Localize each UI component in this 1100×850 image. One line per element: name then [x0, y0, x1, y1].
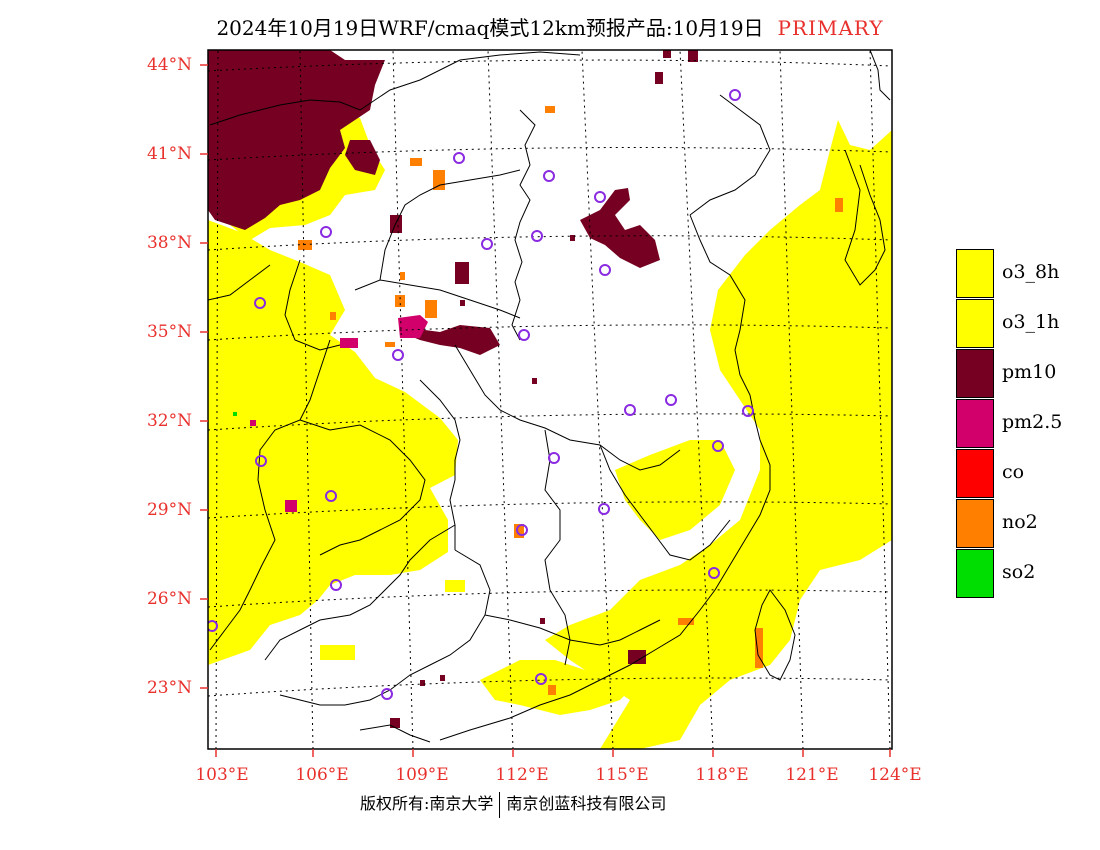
legend-item-pm25: pm2.5 [956, 399, 1096, 449]
lon-label-118e: 118°E [695, 765, 749, 785]
legend-label: pm2.5 [1002, 411, 1063, 433]
copyright-footer: 版权所有:南京大学 南京创蓝科技有限公司 [360, 790, 666, 818]
legend-swatch [956, 249, 994, 298]
pm10-region-northwest [208, 50, 385, 230]
legend-item-so2: so2 [956, 549, 1096, 599]
station-markers [208, 89, 754, 700]
legend-swatch [956, 349, 994, 398]
o3-region-south [480, 655, 640, 715]
lon-label-106e: 106°E [295, 765, 349, 785]
legend: o3_8h o3_1h pm10 pm2.5 co no2 so2 [956, 249, 1096, 599]
o3-region-southeast [615, 440, 735, 540]
lon-label-109e: 109°E [395, 765, 449, 785]
legend-label: o3_8h [1002, 261, 1060, 283]
lat-label-26n: 26°N [146, 589, 192, 609]
footer-separator [499, 791, 501, 818]
primary-tag: PRIMARY [777, 16, 884, 40]
lat-label-38n: 38°N [146, 233, 192, 253]
legend-item-o3-8h: o3_8h [956, 249, 1096, 299]
legend-item-pm10: pm10 [956, 349, 1096, 399]
legend-label: no2 [1002, 511, 1038, 533]
pm25-regions [250, 315, 428, 512]
legend-label: co [1002, 461, 1025, 483]
lat-label-44n: 44°N [146, 55, 192, 75]
legend-item-o3-1h: o3_1h [956, 299, 1096, 349]
legend-swatch [956, 299, 994, 348]
lat-label-23n: 23°N [146, 678, 192, 698]
no2-regions [298, 106, 843, 695]
legend-swatch [956, 549, 994, 598]
legend-label: so2 [1002, 561, 1036, 583]
page-title: 2024年10月19日WRF/cmaq模式12km预报产品:10月19日 PRIM… [0, 12, 1100, 41]
lon-label-121e: 121°E [785, 765, 839, 785]
lat-label-29n: 29°N [146, 500, 192, 520]
legend-swatch [956, 399, 994, 448]
legend-label: o3_1h [1002, 311, 1060, 333]
map-canvas [208, 50, 892, 749]
pm10-regions [208, 50, 698, 728]
map-frame [207, 49, 893, 750]
lon-label-115e: 115°E [595, 765, 649, 785]
lon-label-112e: 112°E [495, 765, 549, 785]
legend-item-no2: no2 [956, 499, 1096, 549]
o3-region-west [208, 220, 458, 665]
so2-region [233, 412, 237, 416]
lon-label-103e: 103°E [195, 765, 249, 785]
graticule [208, 50, 892, 749]
title-text: 2024年10月19日WRF/cmaq模式12km预报产品:10月19日 [216, 16, 764, 40]
lat-label-35n: 35°N [146, 322, 192, 342]
o3-region-east [545, 120, 892, 749]
o3-regions [208, 115, 892, 749]
legend-label: pm10 [1002, 361, 1057, 383]
footer-right: 南京创蓝科技有限公司 [506, 794, 667, 813]
legend-item-co: co [956, 449, 1096, 499]
lon-label-124e: 124°E [868, 765, 922, 785]
lat-label-32n: 32°N [146, 411, 192, 431]
axis-ticks [200, 64, 891, 757]
lat-label-41n: 41°N [146, 144, 192, 164]
legend-swatch [956, 449, 994, 498]
legend-swatch [956, 499, 994, 548]
footer-left: 版权所有:南京大学 [360, 794, 494, 813]
